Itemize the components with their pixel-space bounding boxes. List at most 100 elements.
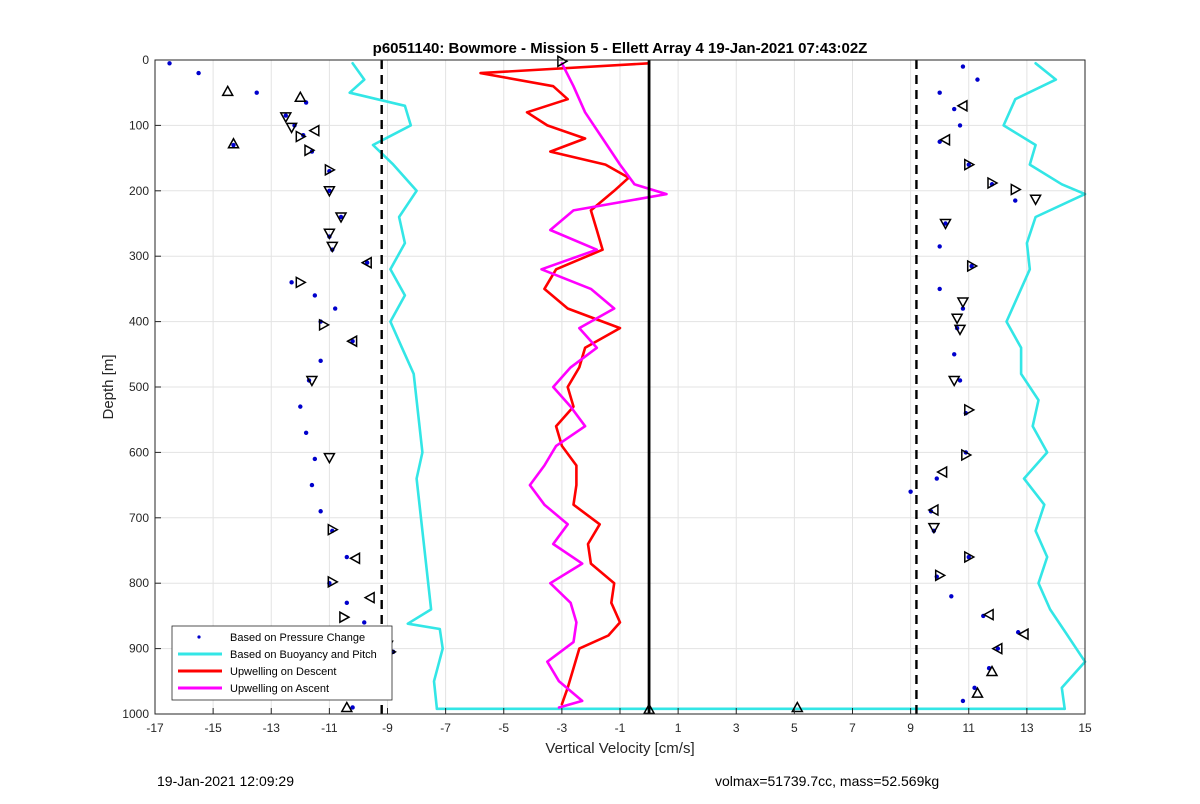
x-tick-label: 3 [733, 721, 740, 735]
legend-label-pressure: Based on Pressure Change [230, 632, 365, 644]
triangle-down-marker [326, 241, 339, 253]
triangle-down-marker [323, 228, 336, 240]
upwelling-on-ascent-line [528, 61, 668, 709]
based-on-pressure-change-point [312, 293, 318, 298]
triangle-right-marker [318, 318, 331, 332]
triangle-left-marker [348, 552, 361, 565]
based-on-pressure-change-point [344, 600, 350, 606]
based-on-buoyancy-and-pitch-line [1002, 61, 1087, 711]
x-tick-label: -7 [440, 721, 451, 735]
x-tick-label: -17 [146, 721, 164, 735]
x-tick-label: -5 [498, 721, 509, 735]
triangle-right-marker [339, 610, 351, 624]
triangle-up-marker [340, 700, 354, 713]
triangle-left-marker [363, 591, 375, 604]
triangle-left-marker [1017, 627, 1029, 641]
y-tick-label: 200 [129, 184, 149, 198]
triangle-down-marker [323, 186, 336, 198]
y-tick-label: 900 [129, 642, 149, 656]
based-on-pressure-change-point [350, 705, 355, 710]
triangle-down-marker [953, 324, 967, 336]
based-on-pressure-change-point [1013, 198, 1018, 203]
based-on-pressure-change-point [332, 306, 338, 311]
y-tick-label: 300 [129, 249, 149, 263]
based-on-pressure-change-point [196, 70, 201, 76]
based-on-pressure-change-point [338, 214, 344, 220]
based-on-pressure-change-point [303, 430, 309, 435]
triangle-down-marker [323, 452, 336, 465]
based-on-pressure-change-point [937, 244, 942, 249]
based-on-pressure-change-point [327, 188, 332, 193]
legend-label-ascent: Upwelling on Ascent [230, 683, 329, 695]
chart-title: p6051140: Bowmore - Mission 5 - Ellett A… [373, 40, 868, 57]
axis-ticks: -17 -15 -13 -11 -9 -7 -5 -3 -1 1 3 5 7 9 11 13 150100200… [122, 53, 1092, 735]
x-tick-label: -11 [321, 721, 338, 735]
triangle-right-marker [295, 276, 307, 289]
based-on-pressure-change-point [309, 482, 315, 488]
triangle-right-marker [934, 569, 947, 582]
based-on-pressure-change-point [350, 339, 355, 344]
based-on-pressure-change-point [312, 456, 318, 462]
triangle-up-marker [971, 686, 984, 698]
based-on-pressure-change-point [318, 358, 323, 364]
based-on-pressure-change-point [318, 509, 323, 514]
triangle-right-marker [964, 403, 976, 417]
triangle-left-marker [927, 503, 939, 517]
triangle-up-marker [294, 90, 307, 103]
y-tick-label: 800 [129, 576, 149, 590]
x-axis-label: Vertical Velocity [cm/s] [545, 740, 694, 757]
triangle-up-marker [642, 702, 656, 715]
triangle-right-marker [295, 130, 307, 143]
based-on-pressure-change-point [231, 142, 236, 148]
x-tick-label: -15 [204, 721, 222, 735]
triangle-right-marker [324, 163, 336, 177]
triangle-down-marker [950, 313, 964, 325]
data-series [167, 61, 1087, 711]
legend-item-descent: Upwelling on Descent [178, 666, 336, 678]
y-tick-label: 500 [129, 380, 149, 394]
legend-swatch-pressure [197, 635, 201, 639]
triangle-down-marker [279, 112, 293, 124]
legend-item-buoyancy: Based on Buoyancy and Pitch [178, 649, 377, 661]
triangle-right-marker [304, 144, 316, 157]
reference-lines [380, 60, 918, 714]
y-tick-label: 600 [129, 445, 149, 459]
triangle-left-marker [938, 133, 951, 147]
based-on-buoyancy-and-pitch-line [348, 61, 445, 711]
y-tick-label: 0 [142, 53, 149, 67]
based-on-pressure-change-point [969, 263, 974, 269]
x-tick-label: -9 [382, 721, 393, 735]
based-on-pressure-change-point [972, 685, 977, 691]
legend: Based on Pressure Change Based on Buoyan… [171, 625, 393, 701]
triangle-down-marker [956, 297, 970, 309]
footer-vehicle-info: volmax=51739.7cc, mass=52.569kg [715, 773, 940, 789]
triangle-right-marker [964, 550, 976, 564]
based-on-pressure-change-point [283, 113, 288, 118]
x-tick-label: 9 [907, 721, 914, 735]
based-on-pressure-change-point [934, 476, 939, 481]
triangle-right-marker [987, 176, 999, 190]
y-tick-label: 400 [129, 315, 149, 329]
triangle-left-marker [346, 334, 358, 348]
based-on-pressure-change-point [960, 306, 966, 311]
based-on-pressure-change-point [957, 123, 963, 128]
x-tick-label: 7 [849, 721, 856, 735]
triangle-left-marker [308, 124, 320, 137]
triangle-left-marker [991, 642, 1003, 655]
triangle-right-marker [557, 55, 569, 68]
based-on-pressure-change-point [344, 554, 350, 560]
based-on-pressure-change-point [254, 90, 259, 95]
based-on-pressure-change-point [952, 352, 957, 357]
triangle-left-marker [956, 99, 968, 113]
upwelling-on-descent-line [479, 61, 651, 706]
based-on-pressure-change-point [975, 77, 980, 82]
y-tick-label: 700 [129, 511, 149, 525]
legend-label-descent: Upwelling on Descent [230, 666, 336, 678]
triangle-right-marker [961, 448, 973, 462]
y-tick-label: 1000 [122, 707, 149, 721]
triangle-down-marker [939, 218, 952, 231]
grid-lines [154, 59, 1086, 715]
triangle-left-marker [360, 256, 372, 269]
based-on-pressure-change-point [364, 260, 370, 265]
